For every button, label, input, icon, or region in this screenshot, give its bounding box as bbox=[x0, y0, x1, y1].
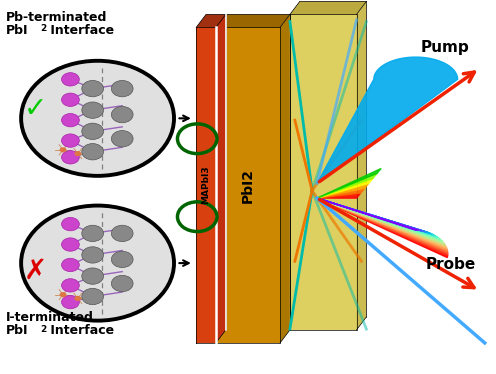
Polygon shape bbox=[317, 198, 417, 230]
Circle shape bbox=[21, 61, 174, 176]
Polygon shape bbox=[317, 183, 369, 198]
Polygon shape bbox=[317, 198, 430, 233]
Polygon shape bbox=[317, 188, 365, 198]
Polygon shape bbox=[317, 198, 437, 237]
Polygon shape bbox=[317, 168, 381, 198]
Circle shape bbox=[62, 238, 79, 251]
Text: Probe: Probe bbox=[426, 257, 476, 272]
Polygon shape bbox=[317, 198, 448, 254]
Text: PbI2: PbI2 bbox=[241, 168, 255, 203]
Text: Interface: Interface bbox=[46, 324, 114, 337]
Circle shape bbox=[112, 251, 133, 267]
Circle shape bbox=[112, 275, 133, 292]
Circle shape bbox=[82, 80, 104, 97]
Polygon shape bbox=[317, 198, 447, 248]
Polygon shape bbox=[290, 1, 367, 14]
Polygon shape bbox=[317, 198, 432, 234]
Circle shape bbox=[62, 113, 79, 127]
Circle shape bbox=[62, 73, 79, 86]
Polygon shape bbox=[317, 198, 434, 235]
Polygon shape bbox=[216, 14, 290, 27]
Polygon shape bbox=[280, 14, 290, 343]
Polygon shape bbox=[317, 198, 419, 230]
Polygon shape bbox=[317, 198, 447, 250]
Circle shape bbox=[62, 279, 79, 292]
Polygon shape bbox=[290, 14, 357, 330]
Text: ✓: ✓ bbox=[24, 95, 47, 123]
Polygon shape bbox=[317, 198, 428, 233]
Polygon shape bbox=[317, 198, 448, 256]
Circle shape bbox=[62, 217, 79, 231]
Text: Interface: Interface bbox=[46, 24, 114, 37]
Circle shape bbox=[62, 295, 79, 309]
Polygon shape bbox=[317, 198, 443, 242]
Circle shape bbox=[62, 134, 79, 147]
Circle shape bbox=[74, 296, 81, 301]
Circle shape bbox=[62, 93, 79, 107]
Polygon shape bbox=[317, 198, 440, 240]
Circle shape bbox=[74, 151, 81, 156]
Polygon shape bbox=[317, 198, 447, 251]
Polygon shape bbox=[216, 14, 226, 343]
Text: Pump: Pump bbox=[421, 40, 469, 55]
Text: 2: 2 bbox=[40, 24, 46, 33]
Text: Pb-terminated: Pb-terminated bbox=[6, 11, 108, 24]
Polygon shape bbox=[317, 198, 444, 244]
Polygon shape bbox=[196, 14, 226, 27]
Polygon shape bbox=[317, 198, 439, 238]
Circle shape bbox=[60, 147, 66, 153]
Text: PbI: PbI bbox=[6, 324, 29, 337]
Polygon shape bbox=[357, 1, 367, 330]
Circle shape bbox=[112, 225, 133, 242]
Circle shape bbox=[82, 247, 104, 263]
Circle shape bbox=[112, 107, 133, 123]
Circle shape bbox=[82, 288, 104, 305]
Polygon shape bbox=[317, 178, 373, 198]
Polygon shape bbox=[317, 57, 458, 183]
Circle shape bbox=[62, 258, 79, 272]
Circle shape bbox=[82, 268, 104, 284]
Text: MAPbI3: MAPbI3 bbox=[201, 166, 211, 205]
Polygon shape bbox=[317, 198, 442, 241]
Polygon shape bbox=[216, 27, 280, 343]
Polygon shape bbox=[317, 174, 377, 198]
Polygon shape bbox=[317, 198, 446, 247]
Circle shape bbox=[60, 292, 66, 297]
Circle shape bbox=[112, 80, 133, 97]
Polygon shape bbox=[317, 198, 447, 258]
Text: PbI: PbI bbox=[6, 24, 29, 37]
Text: I-terminated: I-terminated bbox=[6, 312, 94, 324]
Polygon shape bbox=[196, 27, 216, 343]
Polygon shape bbox=[317, 198, 426, 232]
Polygon shape bbox=[317, 198, 448, 253]
Text: ✗: ✗ bbox=[24, 257, 47, 285]
Circle shape bbox=[82, 225, 104, 242]
Polygon shape bbox=[317, 198, 436, 236]
Circle shape bbox=[82, 102, 104, 118]
Circle shape bbox=[82, 123, 104, 140]
Circle shape bbox=[112, 131, 133, 147]
Circle shape bbox=[62, 151, 79, 164]
Polygon shape bbox=[317, 198, 424, 231]
Text: 2: 2 bbox=[40, 325, 46, 334]
Polygon shape bbox=[317, 193, 361, 198]
Circle shape bbox=[21, 206, 174, 321]
Polygon shape bbox=[317, 198, 445, 245]
Polygon shape bbox=[317, 198, 421, 231]
Circle shape bbox=[82, 144, 104, 160]
